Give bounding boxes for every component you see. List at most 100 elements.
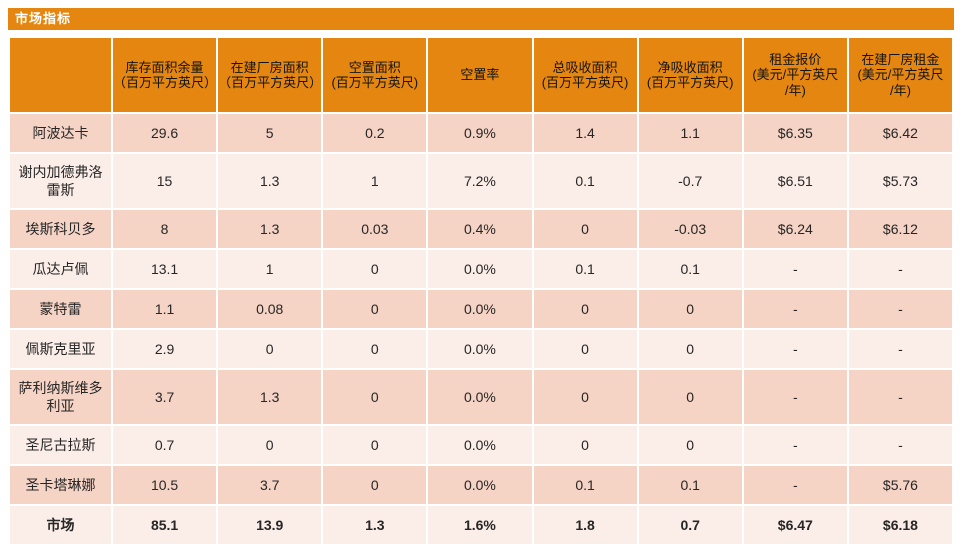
row-label-cell: 谢内加德弗洛雷斯 <box>10 154 111 208</box>
value-cell: 0 <box>638 290 742 328</box>
value-cell: $6.35 <box>743 114 847 152</box>
value-cell: - <box>743 370 847 424</box>
row-label-cell: 阿波达卡 <box>10 114 111 152</box>
value-cell: 0.0% <box>428 250 532 288</box>
value-cell: 0.4% <box>428 210 532 248</box>
column-header: 在建厂房面积 （百万平方英尺） <box>218 38 322 112</box>
value-cell: 0.0% <box>428 370 532 424</box>
value-cell: 2.9 <box>113 330 217 368</box>
value-cell: - <box>848 330 952 368</box>
column-header: 净吸收面积 (百万平方英尺) <box>638 38 742 112</box>
value-cell: 0.2 <box>323 114 427 152</box>
value-cell: 0 <box>323 330 427 368</box>
value-cell: $5.73 <box>848 154 952 208</box>
column-header: 库存面积余量 （百万平方英尺） <box>113 38 217 112</box>
column-header: 在建厂房租金 (美元/平方英尺 /年) <box>848 38 952 112</box>
market-metrics-table: 库存面积余量 （百万平方英尺） 在建厂房面积 （百万平方英尺） 空置面积 (百万平方… <box>8 36 954 546</box>
value-cell: 0 <box>533 290 637 328</box>
table-row: 圣尼古拉斯 0.7 0 0 0.0% 0 0- - <box>10 426 952 464</box>
value-cell: 0 <box>533 330 637 368</box>
value-cell: 13.1 <box>113 250 217 288</box>
value-cell: 29.6 <box>113 114 217 152</box>
value-cell: 0.0% <box>428 290 532 328</box>
value-cell: 0 <box>533 370 637 424</box>
value-cell: - <box>848 290 952 328</box>
table-row: 瓜达卢佩 13.1 1 0 0.0% 0.1 0.1- - <box>10 250 952 288</box>
value-cell: 0 <box>323 426 427 464</box>
table-header-row: 库存面积余量 （百万平方英尺） 在建厂房面积 （百万平方英尺） 空置面积 (百万平方… <box>10 38 952 112</box>
value-cell: 85.1 <box>113 506 217 544</box>
value-cell: 0.9% <box>428 114 532 152</box>
page-title: 市场指标 <box>8 8 954 30</box>
row-label-cell: 萨利纳斯维多利亚 <box>10 370 111 424</box>
value-cell: 1.3 <box>218 154 322 208</box>
table-row: 佩斯克里亚 2.9 0 0 0.0% 0 0- - <box>10 330 952 368</box>
value-cell: 0.03 <box>323 210 427 248</box>
value-cell: 10.5 <box>113 466 217 504</box>
value-cell: - <box>848 370 952 424</box>
column-header: 租金报价 (美元/平方英尺 /年) <box>743 38 847 112</box>
row-label-cell: 佩斯克里亚 <box>10 330 111 368</box>
value-cell: - <box>743 250 847 288</box>
corner-cell <box>10 38 111 112</box>
column-header: 空置面积 (百万平方英尺) <box>323 38 427 112</box>
row-label-cell: 蒙特雷 <box>10 290 111 328</box>
row-label-cell: 市场 <box>10 506 111 544</box>
value-cell: 0.1 <box>638 250 742 288</box>
value-cell: 1.4 <box>533 114 637 152</box>
value-cell: 0 <box>638 330 742 368</box>
value-cell: 0 <box>323 290 427 328</box>
value-cell: 0 <box>218 426 322 464</box>
value-cell: 7.2% <box>428 154 532 208</box>
value-cell: $6.18 <box>848 506 952 544</box>
row-label-cell: 瓜达卢佩 <box>10 250 111 288</box>
value-cell: $6.51 <box>743 154 847 208</box>
value-cell: -0.7 <box>638 154 742 208</box>
value-cell: 0.1 <box>533 466 637 504</box>
value-cell: 0 <box>638 426 742 464</box>
value-cell: - <box>743 426 847 464</box>
value-cell: 0.0% <box>428 426 532 464</box>
value-cell: 1.8 <box>533 506 637 544</box>
value-cell: 8 <box>113 210 217 248</box>
table-row: 蒙特雷 1.1 0.08 0 0.0% 0 0- - <box>10 290 952 328</box>
column-header: 总吸收面积 (百万平方英尺) <box>533 38 637 112</box>
value-cell: 0 <box>533 426 637 464</box>
value-cell: 0.7 <box>638 506 742 544</box>
value-cell: 0.0% <box>428 330 532 368</box>
value-cell: 0 <box>323 370 427 424</box>
value-cell: 13.9 <box>218 506 322 544</box>
value-cell: 1.3 <box>218 370 322 424</box>
table-row: 谢内加德弗洛雷斯 15 1.3 1 7.2% 0.1 -0.7 $6.51 $5.73 <box>10 154 952 208</box>
row-label-cell: 埃斯科贝多 <box>10 210 111 248</box>
column-header: 空置率 <box>428 38 532 112</box>
table-row: 阿波达卡 29.6 5 0.2 0.9% 1.4 1.1 $6.35 $6.42 <box>10 114 952 152</box>
table-row: 圣卡塔琳娜 10.5 3.7 0 0.0% 0.1 0.1- $5.76 <box>10 466 952 504</box>
total-row: 市场 85.1 13.9 1.3 1.6% 1.8 0.7 $6.47 $6.18 <box>10 506 952 544</box>
value-cell: 3.7 <box>113 370 217 424</box>
value-cell: - <box>743 466 847 504</box>
value-cell: 0.7 <box>113 426 217 464</box>
value-cell: - <box>848 250 952 288</box>
value-cell: 0 <box>323 250 427 288</box>
value-cell: 15 <box>113 154 217 208</box>
value-cell: 0 <box>218 330 322 368</box>
value-cell: - <box>743 330 847 368</box>
value-cell: 1 <box>323 154 427 208</box>
value-cell: $6.47 <box>743 506 847 544</box>
value-cell: - <box>743 290 847 328</box>
value-cell: 1.1 <box>638 114 742 152</box>
value-cell: 1.3 <box>218 210 322 248</box>
table-row: 萨利纳斯维多利亚 3.7 1.3 0 0.0% 0 0- - <box>10 370 952 424</box>
value-cell: 1.1 <box>113 290 217 328</box>
value-cell: 0.1 <box>638 466 742 504</box>
row-label-cell: 圣卡塔琳娜 <box>10 466 111 504</box>
value-cell: 0 <box>533 210 637 248</box>
value-cell: 0.08 <box>218 290 322 328</box>
value-cell: 0 <box>638 370 742 424</box>
value-cell: 5 <box>218 114 322 152</box>
row-label-cell: 圣尼古拉斯 <box>10 426 111 464</box>
value-cell: $6.12 <box>848 210 952 248</box>
value-cell: $6.24 <box>743 210 847 248</box>
